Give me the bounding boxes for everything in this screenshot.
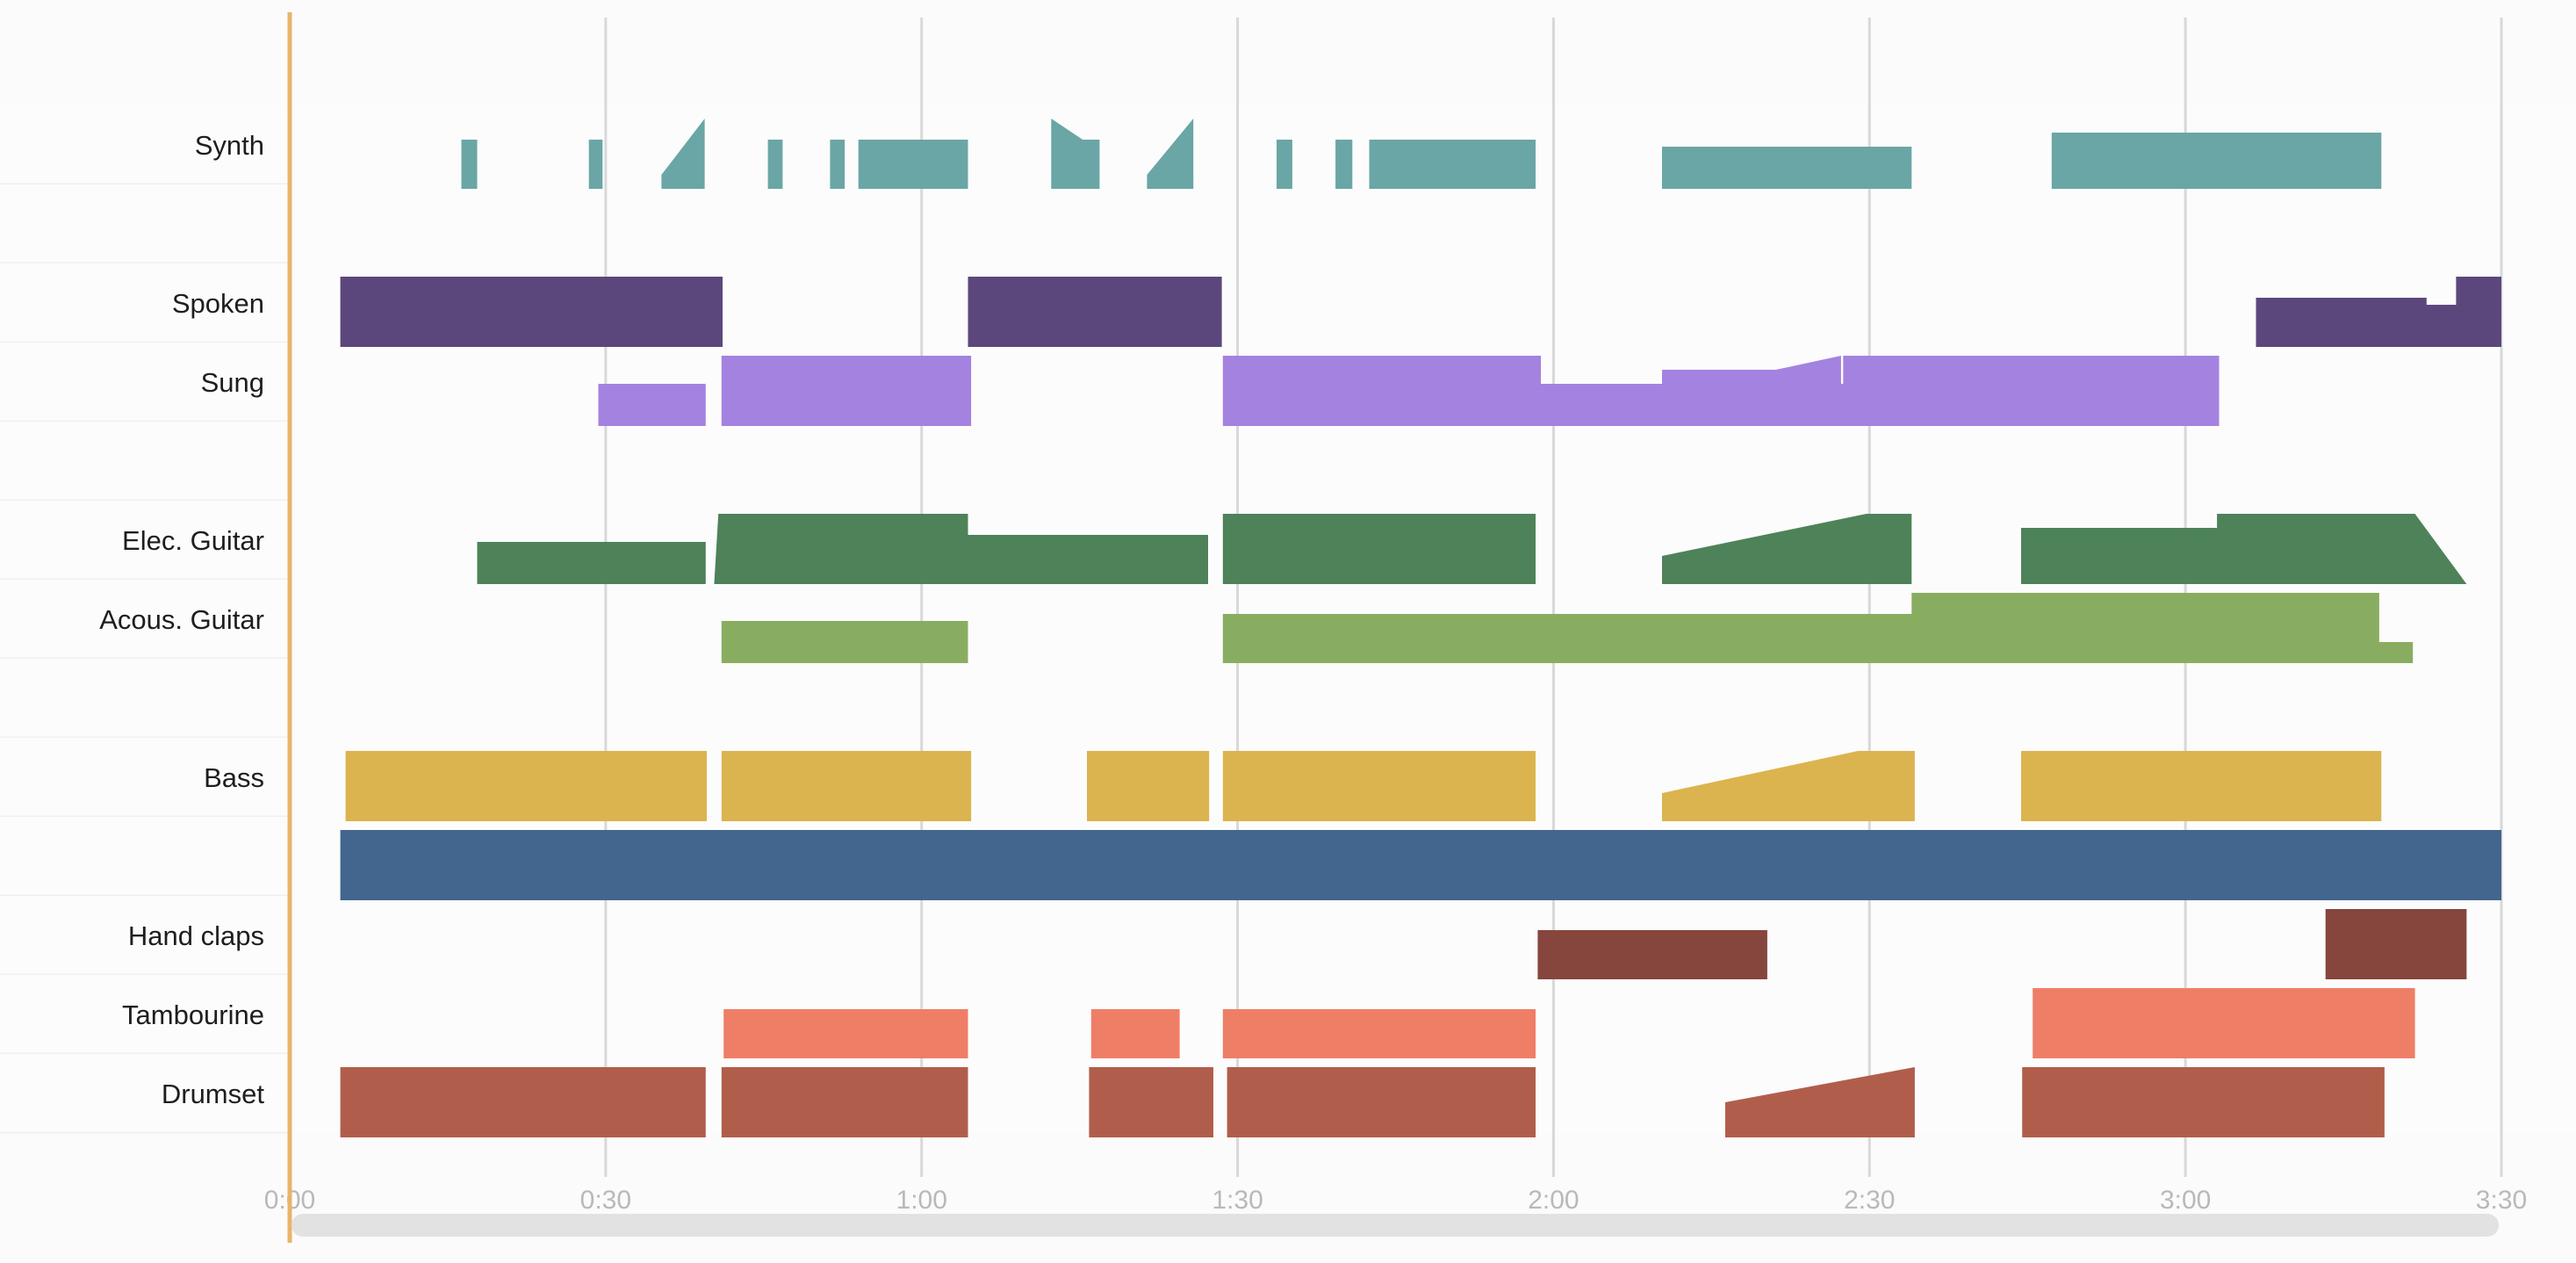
track-segment <box>830 140 845 189</box>
track-segment <box>1369 140 1536 189</box>
track-segment <box>1222 356 2220 426</box>
track-label-synth: Synth <box>195 130 264 161</box>
track-segment <box>721 1067 968 1137</box>
track-segment <box>2033 988 2415 1058</box>
horizontal-scrollbar[interactable] <box>291 1214 2499 1237</box>
track-segment <box>2051 133 2382 189</box>
track-segment <box>1662 147 1912 189</box>
track-segment <box>1662 751 1915 821</box>
track-drumset: Drumset <box>162 1067 2385 1137</box>
track-elec-guitar: Elec. Guitar <box>122 514 2467 584</box>
x-tick-label: 0:30 <box>580 1186 631 1215</box>
x-tick-label: 3:00 <box>2160 1186 2211 1215</box>
track-segment <box>1725 1067 1915 1137</box>
track-segment <box>340 830 2501 900</box>
track-segment <box>2022 1067 2385 1137</box>
x-tick-label: 3:30 <box>2476 1186 2527 1215</box>
track-segment <box>767 140 783 189</box>
x-tick-label: 1:00 <box>896 1186 947 1215</box>
lane-stripe <box>0 184 2576 263</box>
track-segment <box>461 140 478 189</box>
track-segment <box>1227 1067 1536 1137</box>
track-hand-claps: Hand claps <box>128 909 2467 979</box>
track-segment <box>661 119 705 189</box>
track-label-tambourine: Tambourine <box>122 1000 264 1030</box>
track-label-elec-guitar: Elec. Guitar <box>122 525 264 556</box>
lane-stripe <box>0 422 2576 501</box>
track-segment <box>598 384 706 426</box>
track-segment <box>1537 930 1767 979</box>
track-segment <box>1277 140 1292 189</box>
track-segment <box>1222 514 1536 584</box>
track-spoken: Spoken <box>172 277 2501 347</box>
track-segment <box>1147 119 1194 189</box>
track-segment <box>723 1009 968 1058</box>
track-label-drumset: Drumset <box>162 1079 265 1109</box>
track-segment <box>477 542 706 584</box>
track-segment <box>2325 909 2467 979</box>
track-segment <box>1089 1067 1213 1137</box>
track-segment <box>1222 1009 1536 1058</box>
track-sung: Sung <box>201 356 2220 426</box>
track-segment <box>1090 1009 1180 1058</box>
track-track-7 <box>340 830 2501 900</box>
track-bass: Bass <box>204 751 2382 821</box>
track-synth: Synth <box>195 119 2382 189</box>
track-segment <box>1087 751 1210 821</box>
track-segment <box>721 356 972 426</box>
x-tick-label: 2:30 <box>1844 1186 1895 1215</box>
track-segment <box>1662 514 1912 584</box>
track-segment <box>588 140 603 189</box>
x-tick-label: 2:00 <box>1528 1186 1579 1215</box>
track-segment <box>1335 140 1353 189</box>
track-segment <box>714 514 1208 584</box>
track-segment <box>340 1067 706 1137</box>
track-segment <box>721 751 972 821</box>
lane-stripe <box>0 896 2576 975</box>
track-segment <box>2021 751 2382 821</box>
track-segment <box>345 751 707 821</box>
track-label-sung: Sung <box>201 367 264 398</box>
track-acous-guitar: Acous. Guitar <box>99 593 2414 663</box>
x-tick-label: 1:30 <box>1212 1186 1263 1215</box>
track-segment <box>2021 514 2467 584</box>
track-segment <box>2256 277 2501 347</box>
track-segment <box>721 621 968 663</box>
track-segment <box>1222 593 2414 663</box>
track-segment <box>1051 119 1100 189</box>
track-label-hand-claps: Hand claps <box>128 920 264 951</box>
track-tambourine: Tambourine <box>122 988 2415 1058</box>
track-label-spoken: Spoken <box>172 288 264 319</box>
track-segment <box>340 277 723 347</box>
track-label-acous-guitar: Acous. Guitar <box>99 604 264 635</box>
x-grid: 0:000:301:001:302:002:303:003:30 <box>264 18 2527 1215</box>
lane-stripe <box>0 659 2576 738</box>
track-segment <box>1222 751 1536 821</box>
track-segment <box>858 140 968 189</box>
track-segment <box>968 277 1222 347</box>
track-label-bass: Bass <box>204 762 264 793</box>
